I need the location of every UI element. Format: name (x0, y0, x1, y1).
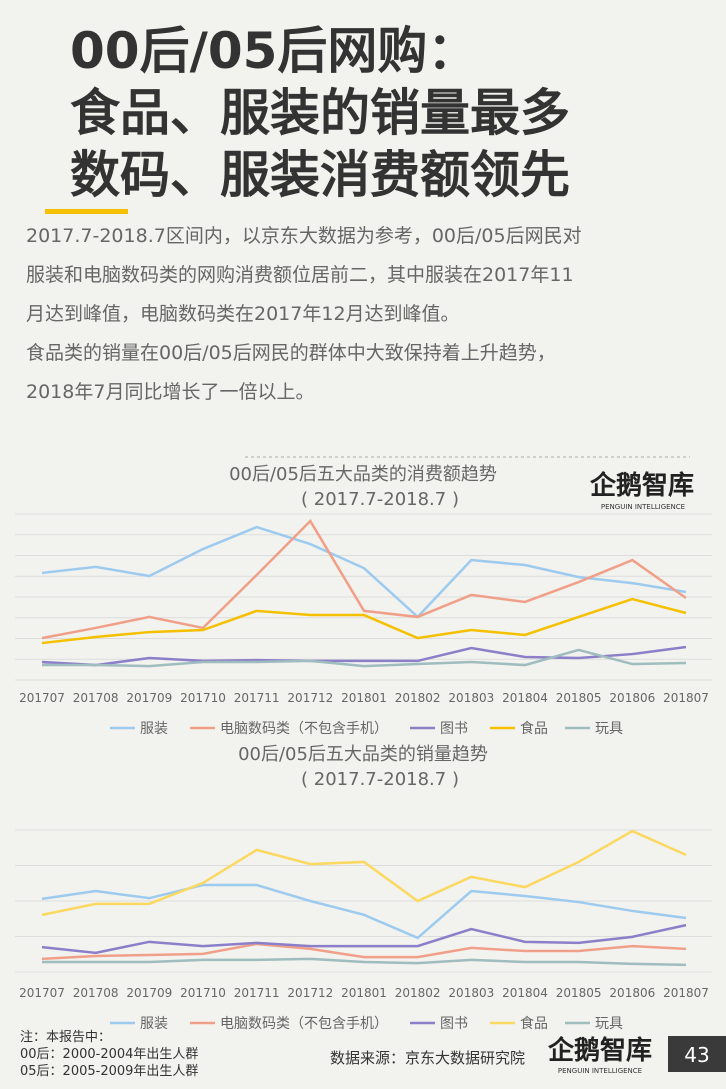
footer: 注：本报告中： 00后：2000-2004年出生人群 05后：2005-2009… (20, 1030, 726, 1079)
series-line (41, 645, 687, 667)
x-tick-label: 201709 (126, 691, 172, 705)
series-line (42, 957, 687, 967)
series-line (41, 525, 687, 619)
logo-name: 企鹅智库 (548, 1035, 652, 1066)
page-number: 43 (684, 1043, 709, 1067)
body-text: 2017.7-2018.7区间内，以京东大数据为参考，00后/05后网民对 服装… (26, 225, 582, 403)
chart-title: 00后/05后五大品类的销量趋势 (238, 744, 488, 765)
legend-label: 图书 (440, 721, 468, 737)
legend-label: 食品 (520, 1015, 548, 1032)
page-box (668, 1036, 726, 1072)
x-tick-label: 201711 (234, 986, 280, 1000)
chart-subtitle: ( 2017.7-2018.7 ) (301, 769, 459, 790)
x-tick-label: 201802 (395, 986, 441, 1000)
x-tick-label: 201804 (502, 691, 548, 705)
x-tick-label: 201807 (663, 986, 709, 1000)
x-tick-label: 201708 (73, 986, 119, 1000)
title-line: 食品、服装的销量最多 (70, 84, 570, 142)
body-line: 服装和电脑数码类的网购消费额位居前二，其中服装在2017年11 (26, 264, 574, 286)
x-tick-label: 201804 (502, 986, 548, 1000)
x-tick-label: 201712 (287, 986, 333, 1000)
legend-label: 服装 (140, 1016, 168, 1032)
legend-label: 电脑数码类（不包含手机） (220, 721, 388, 737)
title-line: 数码、服装消费额领先 (70, 146, 570, 204)
logo-tagline: PENGUIN INTELLIGENCE (601, 503, 685, 511)
x-tick-label: 201711 (234, 691, 280, 705)
x-tick-label: 201801 (341, 691, 387, 705)
body-line: 月达到峰值，电脑数码类在2017年12月达到峰值。 (26, 303, 460, 325)
x-tick-label: 201708 (73, 691, 119, 705)
x-tick-label: 201806 (609, 986, 655, 1000)
body-line: 2017.7-2018.7区间内，以京东大数据为参考，00后/05后网民对 (26, 225, 582, 247)
x-tick-label: 201805 (556, 986, 602, 1000)
series-line (41, 923, 687, 955)
x-tick-label: 201807 (663, 691, 709, 705)
chart-title: 00后/05后五大品类的消费额趋势 (229, 464, 497, 485)
x-tick-label: 201707 (19, 986, 65, 1000)
legend-label: 图书 (440, 1016, 468, 1032)
chart-subtitle: ( 2017.7-2018.7 ) (301, 489, 459, 510)
legend-label: 玩具 (595, 721, 623, 737)
logo: 企鹅智库 PENGUIN INTELLIGENCE (590, 470, 694, 511)
x-tick-label: 201710 (180, 691, 226, 705)
series-line (41, 883, 687, 940)
series-line (42, 648, 687, 668)
x-tick-label: 201805 (556, 691, 602, 705)
legend-label: 玩具 (595, 1016, 623, 1032)
x-tick-label: 201802 (395, 691, 441, 705)
note: 00后：2000-2004年出生人群 (20, 1047, 198, 1062)
x-tick-label: 201712 (287, 691, 333, 705)
series-line (41, 829, 687, 917)
x-tick-label: 201709 (126, 986, 172, 1000)
note: 注：本报告中： (20, 1030, 111, 1045)
x-tick-label: 201707 (19, 691, 65, 705)
x-tick-label: 201806 (609, 691, 655, 705)
logo-name: 企鹅智库 (590, 470, 694, 501)
accent-bar (45, 209, 128, 214)
series-line (41, 942, 687, 961)
logo-tagline: PENGUIN INTELLIGENCE (558, 1067, 642, 1075)
legend-label: 食品 (520, 720, 548, 737)
legend-label: 服装 (140, 721, 168, 737)
x-tick-label: 201803 (448, 986, 494, 1000)
series-line (41, 519, 687, 640)
x-tick-label: 201803 (448, 691, 494, 705)
body-line: 2018年7月同比增长了一倍以上。 (26, 381, 314, 403)
legend-label: 电脑数码类（不包含手机） (220, 1016, 388, 1032)
x-tick-label: 201801 (341, 986, 387, 1000)
body-line: 食品类的销量在00后/05后网民的群体中大致保持着上升趋势， (26, 342, 556, 364)
title-line: 00后/05后网购： (70, 22, 477, 80)
series-line (41, 597, 687, 645)
x-tick-label: 201710 (180, 986, 226, 1000)
source: 数据来源：京东大数据研究院 (330, 1049, 525, 1067)
note: 05后：2005-2009年出生人群 (20, 1064, 198, 1079)
